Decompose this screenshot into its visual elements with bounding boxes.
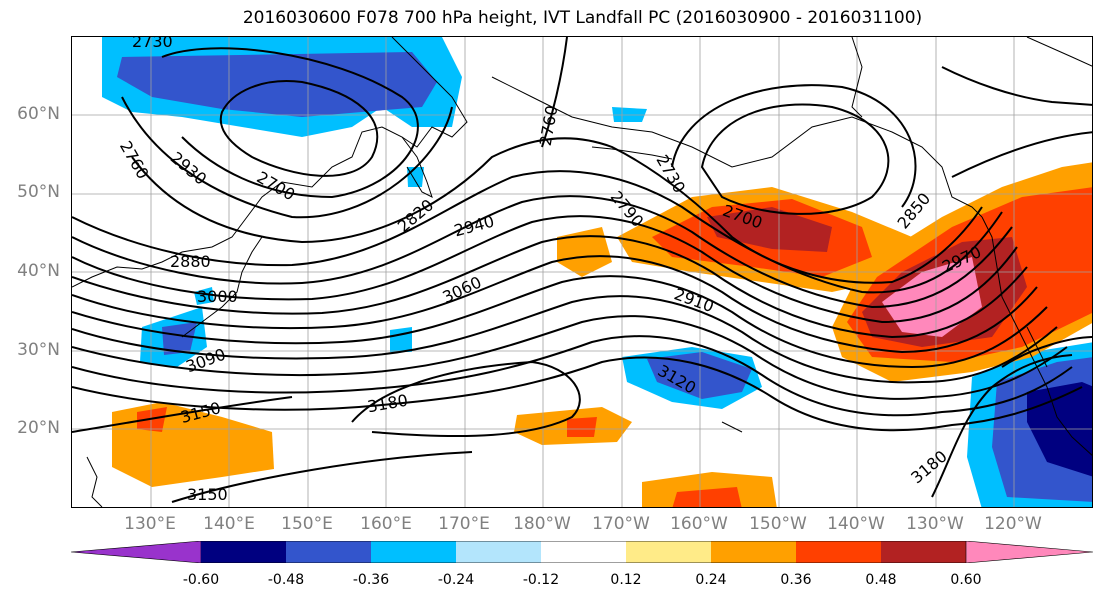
contour-label: 2910	[672, 284, 717, 316]
contour-label: 3150	[187, 485, 228, 504]
lon-label-120w: 120°W	[984, 514, 1042, 534]
contour-label: 2940	[452, 211, 496, 240]
map-title: 2016030600 F078 700 hPa height, IVT Land…	[242, 8, 923, 28]
lat-label-60n: 60°N	[17, 104, 60, 124]
colorbar-bin	[371, 541, 456, 563]
colorbar-tick-label: 0.60	[950, 572, 982, 588]
contour-label: 3060	[439, 272, 484, 306]
contour-low-gulf	[700, 103, 890, 215]
map-panel: 2730 2760 2930 2700 2760 2820 2940 2880 …	[71, 36, 1093, 508]
coastline-north-america	[981, 216, 1092, 456]
contour-2700-west	[219, 80, 379, 177]
map-canvas: 2730 2760 2930 2700 2760 2820 2940 2880 …	[72, 37, 1092, 507]
coastline-hawaii	[721, 421, 743, 433]
ivt-field-hawaii-west	[557, 227, 612, 277]
contour-2760-mid	[541, 37, 568, 148]
colorbar-bin	[286, 541, 371, 563]
lat-label-30n: 30°N	[17, 340, 60, 360]
colorbar-tick-label: -0.36	[352, 572, 390, 588]
colorbar-tick-label: -0.12	[522, 572, 560, 588]
lon-label-140e: 140°E	[203, 514, 255, 534]
coastline-kamchatka	[401, 136, 433, 198]
coastline-japan	[181, 236, 263, 338]
graticule	[72, 37, 1092, 507]
ivt-negative-fields	[102, 37, 1092, 507]
colorbar-tick-label: 0.36	[780, 572, 812, 588]
contour-label: 3000	[197, 287, 238, 306]
contour-2730-west	[161, 47, 419, 199]
colorbar-tick-label: -0.48	[267, 572, 305, 588]
contour-label: 2760	[116, 138, 153, 183]
contour-3180-center	[351, 360, 581, 438]
contour-label: 2820	[394, 195, 437, 236]
contour-label: 2730	[132, 37, 173, 51]
lat-label-50n: 50°N	[17, 182, 60, 202]
colorbar-bin	[456, 541, 541, 563]
contour-label: 3180	[907, 447, 950, 488]
colorbar-bin	[201, 541, 286, 563]
lon-label-170w: 170°W	[592, 514, 650, 534]
lon-label-170e: 170°E	[438, 514, 490, 534]
height-contours	[72, 37, 1092, 503]
contour-label: 2880	[170, 252, 211, 271]
lon-label-180w: 180°W	[513, 514, 571, 534]
colorbar-bin	[626, 541, 711, 563]
contour-label: 3180	[366, 391, 409, 417]
colorbar	[71, 541, 1093, 563]
colorbar-bin	[541, 541, 626, 563]
colorbar-tick-label: 0.48	[865, 572, 897, 588]
colorbar-tick-label: 0.24	[695, 572, 727, 588]
contour-3150	[72, 396, 293, 433]
lon-label-130w: 130°W	[906, 514, 964, 534]
lon-label-160w: 160°W	[670, 514, 728, 534]
colorbar-bin	[711, 541, 796, 563]
colorbar-tick-label: -0.24	[437, 572, 475, 588]
colorbar-bin	[881, 541, 966, 563]
coastline-alaska	[491, 76, 983, 218]
colorbar-tick-label: 0.12	[610, 572, 642, 588]
lon-label-150e: 150°E	[281, 514, 333, 534]
colorbar-bin	[796, 541, 881, 563]
ivt-positive-fields	[112, 162, 1092, 507]
lat-label-40n: 40°N	[17, 261, 60, 281]
colorbar-bin	[71, 541, 202, 563]
lat-label-20n: 20°N	[17, 418, 60, 438]
lon-label-150w: 150°W	[749, 514, 807, 534]
contour-label: 2760	[536, 104, 562, 147]
coastline-philippines	[86, 456, 103, 507]
coastline-aleutians	[591, 146, 673, 160]
lon-label-160e: 160°E	[360, 514, 412, 534]
contour-3180-east	[931, 354, 1073, 498]
lon-label-140w: 140°W	[827, 514, 885, 534]
colorbar-tick-label: -0.60	[182, 572, 220, 588]
coastline-asia	[72, 37, 468, 288]
colorbar-bin	[965, 541, 1093, 563]
lon-label-130e: 130°E	[124, 514, 176, 534]
contour-2930-west	[131, 137, 983, 284]
coastlines	[72, 37, 1092, 507]
contour-2760-west	[121, 96, 453, 219]
